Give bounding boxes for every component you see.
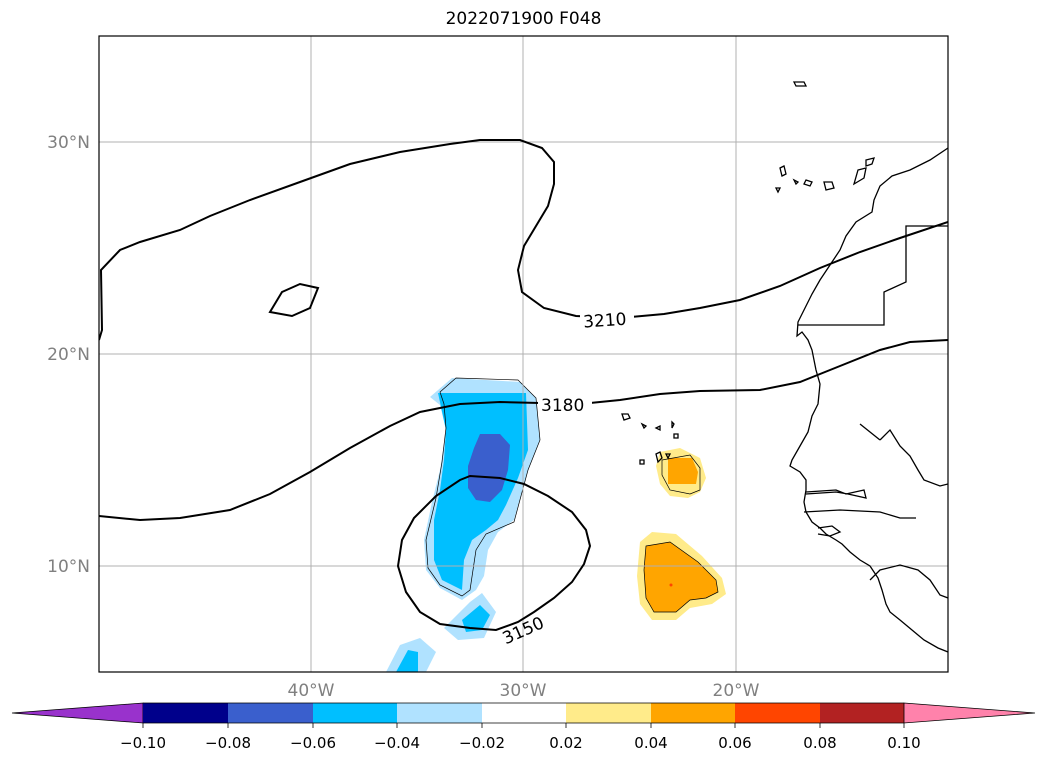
colorbar-extend-high (903, 702, 1036, 724)
colorbar-tick-label: −0.02 (459, 734, 505, 752)
colorbar-segment (566, 703, 651, 723)
contour-label-3210: 3210 (583, 310, 628, 333)
lat-label-30n: 30°N (47, 133, 90, 153)
colorbar-extend-low (11, 702, 144, 724)
height-contours (99, 139, 948, 632)
graticule (99, 36, 948, 672)
colorbar-segment (482, 703, 566, 723)
colorbar-segment (228, 703, 313, 723)
contour-label-3180: 3180 (541, 396, 584, 416)
map-frame (98, 35, 949, 673)
lat-label-20n: 20°N (47, 345, 90, 365)
lon-label-30w: 30°W (500, 681, 547, 701)
colorbar-segment (651, 703, 735, 723)
colorbar-segment (313, 703, 397, 723)
coastlines (621, 81, 948, 653)
lat-label-10n: 10°N (47, 557, 90, 577)
colorbar-tick-label: 0.10 (887, 734, 920, 752)
colorbar-tick-label: −0.10 (120, 734, 166, 752)
colorbar-tick-label: −0.08 (205, 734, 251, 752)
colorbar-segment (143, 703, 228, 723)
map-title: 2022071900 F048 (445, 9, 602, 29)
negative-anomaly-shading (386, 377, 541, 672)
colorbar-tick-label: −0.06 (290, 734, 336, 752)
colorbar-tick-marks (142, 723, 905, 728)
colorbar-tick-label: 0.04 (634, 734, 667, 752)
colorbar-segment (397, 703, 482, 723)
colorbar-tick-label: 0.08 (803, 734, 836, 752)
colorbar-tick-label: 0.02 (549, 734, 582, 752)
lon-label-40w: 40°W (288, 681, 335, 701)
colorbar-tick-label: −0.04 (374, 734, 420, 752)
map-area: 3210 3180 3150 (99, 36, 948, 672)
colorbar-segment (820, 703, 904, 723)
lon-label-20w: 20°W (713, 681, 760, 701)
colorbar (11, 702, 1036, 724)
positive-anomaly-shading (637, 448, 726, 620)
contour-labels: 3210 3180 3150 (500, 308, 634, 649)
colorbar-tick-label: 0.06 (718, 734, 751, 752)
colorbar-segment (735, 703, 820, 723)
